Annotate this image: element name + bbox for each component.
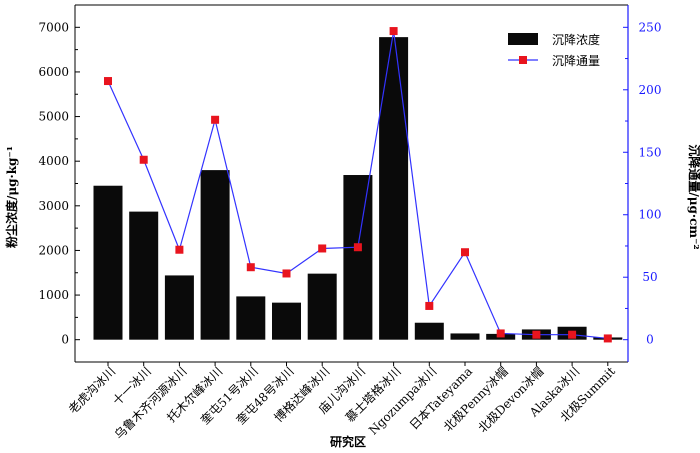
legend: 沉降浓度 沉降通量 — [508, 32, 600, 68]
y-right-tick-label: 200 — [639, 83, 662, 97]
line-point — [246, 263, 255, 272]
y-left-tick-label: 1000 — [38, 288, 69, 302]
y-left-tick-label: 4000 — [38, 154, 69, 168]
line-point — [282, 269, 291, 278]
legend-bar-swatch — [508, 33, 538, 45]
bar — [379, 37, 409, 340]
line-point — [211, 115, 220, 124]
left-axis-ticks: 0 1000 2000 3000 4000 5000 6000 7000 — [38, 20, 80, 347]
y-right-tick-label: 0 — [646, 333, 654, 347]
line-point — [353, 243, 362, 252]
legend-bar-label: 沉降浓度 — [552, 32, 600, 47]
bar — [164, 275, 194, 340]
line-point — [461, 248, 469, 257]
y-right-tick-label: 250 — [639, 20, 662, 34]
bar — [450, 333, 480, 340]
y-right-tick-label: 150 — [639, 145, 662, 159]
line-series — [104, 27, 612, 343]
bar — [236, 296, 266, 340]
x-axis-title: 研究区 — [330, 434, 366, 449]
y-right-tick-label: 50 — [642, 270, 657, 284]
y-right-tick-label: 100 — [639, 208, 662, 222]
y-left-tick-label: 5000 — [38, 110, 69, 124]
bar — [200, 170, 230, 340]
line-point — [425, 301, 434, 310]
y-left-tick-label: 3000 — [38, 199, 69, 213]
line-point — [389, 27, 398, 36]
line-point — [532, 330, 541, 339]
category-labels: 老虎沟冰川十一冰川乌鲁木齐河源冰川托木尔峰冰川奎屯51号冰川奎屯48号冰川博格达… — [66, 362, 618, 442]
line-point — [104, 77, 112, 86]
y-left-tick-label: 7000 — [38, 20, 69, 34]
bar — [129, 211, 159, 340]
line-point — [175, 245, 184, 254]
y-left-tick-label: 0 — [61, 333, 69, 347]
y-axis-right-title: 沉降通量/μg·cm⁻² — [687, 144, 700, 249]
x-tick-label: 日本Tateyama — [407, 364, 475, 432]
legend-line-label: 沉降通量 — [552, 54, 600, 68]
right-axis-ticks: 0 50 100 150 200 250 — [623, 20, 662, 347]
x-tick-label: 北极Penny冰帽 — [440, 364, 511, 435]
line-point — [318, 244, 327, 253]
bar-series — [93, 37, 623, 340]
legend-marker-swatch — [519, 56, 527, 64]
line-point — [496, 329, 505, 338]
bar — [307, 273, 337, 340]
line-point — [603, 334, 612, 343]
line-point — [568, 330, 577, 339]
line-point — [139, 155, 148, 164]
x-tick-label: 老虎沟冰川 — [66, 364, 118, 416]
y-left-tick-label: 6000 — [38, 65, 69, 79]
y-axis-left-title: 粉尘浓度/μg·kg⁻¹ — [4, 146, 19, 248]
bar — [93, 185, 123, 340]
bar — [343, 175, 373, 340]
y-left-tick-label: 2000 — [38, 243, 69, 257]
bar — [272, 302, 301, 340]
bar — [414, 322, 444, 340]
